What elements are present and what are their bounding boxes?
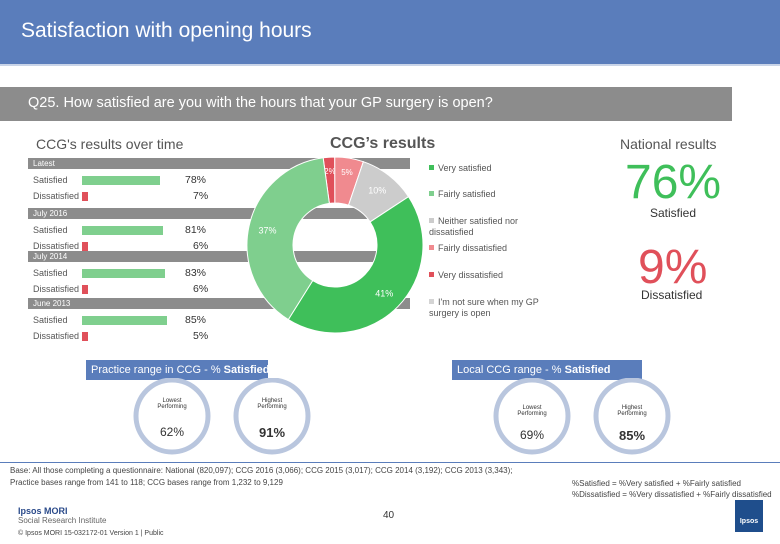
- legend-item: Fairly satisfied: [429, 189, 564, 200]
- practice-range-title: Practice range in CCG - % Satisfied: [86, 360, 270, 380]
- title-bar: [0, 0, 780, 66]
- dissatisfied-row-label: Dissatisfied: [33, 241, 80, 251]
- local-range-title-prefix: Local CCG range - %: [457, 364, 565, 376]
- local-highest-value: 85%: [618, 428, 646, 443]
- period-header: June 2013: [28, 298, 410, 309]
- satisfied-row-value: 78%: [185, 174, 207, 186]
- legend-item: Fairly dissatisfied: [429, 243, 564, 254]
- question-text: Q25. How satisfied are you with the hour…: [28, 95, 493, 111]
- dissatisfied-row-value: 6%: [193, 240, 209, 252]
- legend-item: Very dissatisfied: [429, 270, 564, 281]
- dissatisfied-row-value: 6%: [193, 283, 209, 295]
- dissatisfied-row-value: 5%: [193, 330, 209, 342]
- over-time-heading: CCG's results over time: [36, 136, 184, 152]
- local-highest-label: Highest Performing: [617, 405, 647, 417]
- legend-item: Neither satisfied nor dissatisfied: [429, 216, 564, 238]
- dissatisfied-row-value: 7%: [193, 190, 209, 202]
- question-bar: [0, 87, 732, 121]
- donut-data-label: 37%: [259, 225, 277, 235]
- practice-lowest-label: Lowest Performing: [157, 398, 187, 410]
- legend-item: I'm not sure when my GP surgery is open: [429, 297, 564, 319]
- local-lowest-value: 69%: [519, 428, 545, 442]
- dissatisfied-bar: [82, 192, 88, 201]
- donut-data-label: 10%: [368, 185, 386, 195]
- period-header: Latest: [28, 158, 410, 169]
- legend-label: Very dissatisfied: [438, 270, 504, 280]
- satisfied-row-value: 83%: [185, 267, 207, 279]
- national-satisfied-value: 76%: [625, 156, 722, 209]
- base-note-line2: Practice bases range from 141 to 118; CC…: [10, 478, 283, 487]
- practice-range-gauges: [133, 378, 311, 455]
- practice-lowest-ring: [133, 378, 211, 455]
- satisfied-bar: [82, 176, 160, 185]
- page-number: 40: [383, 510, 395, 521]
- satisfied-row-label: Satisfied: [33, 268, 68, 278]
- local-range-title: Local CCG range - % Satisfied: [452, 360, 642, 380]
- practice-lowest-value: 62%: [159, 425, 185, 439]
- donut-slice-very-satisfied: [287, 195, 424, 334]
- page-title: Satisfaction with opening hours: [21, 19, 312, 42]
- local-lowest-ring: [493, 378, 571, 455]
- legend-swatch: [429, 191, 434, 196]
- dissatisfied-bar: [82, 332, 88, 341]
- practice-range-title-prefix: Practice range in CCG - %: [91, 364, 224, 376]
- dissatisfied-row-label: Dissatisfied: [33, 284, 80, 294]
- donut-data-label: 41%: [375, 288, 393, 298]
- local-highest-ring: [593, 378, 671, 455]
- footer-divider: [0, 462, 780, 463]
- dissatisfied-row-label: Dissatisfied: [33, 331, 80, 341]
- donut-data-label: 5%: [341, 168, 353, 177]
- org-subtitle: Social Research Institute: [18, 516, 107, 525]
- legend-swatch: [429, 272, 434, 277]
- practice-highest-label: Highest Performing: [257, 398, 287, 410]
- base-note-line1: Base: All those completing a questionnai…: [10, 466, 513, 475]
- donut-slice-fairly-satisfied: [246, 157, 330, 321]
- legend-swatch: [429, 165, 434, 170]
- legend-label: I'm not sure when my GP surgery is open: [429, 297, 539, 318]
- satisfied-bar: [82, 316, 167, 325]
- national-dissatisfied-label: Dissatisfied: [641, 288, 703, 302]
- satisfied-row-label: Satisfied: [33, 315, 68, 325]
- period-header: July 2016: [28, 208, 410, 219]
- legend-item: Very satisfied: [429, 163, 564, 174]
- period-header: July 2014: [28, 251, 410, 262]
- copyright: © Ipsos MORI 15-032172-01 Version 1 | Pu…: [18, 530, 164, 537]
- legend-label: Fairly satisfied: [438, 189, 496, 199]
- definition-line1: %Satisfied = %Very satisfied + %Fairly s…: [572, 479, 741, 488]
- satisfied-bar: [82, 226, 163, 235]
- legend-swatch: [429, 218, 434, 223]
- practice-highest-ring: [233, 378, 311, 455]
- ccg-donut-chart: 2% 5% 10% 41% 37%: [246, 156, 424, 334]
- donut-data-label: 2%: [324, 167, 336, 176]
- local-lowest-label: Lowest Performing: [517, 405, 547, 417]
- national-satisfied-label: Satisfied: [650, 206, 697, 220]
- dissatisfied-bar: [82, 285, 88, 294]
- national-heading: National results: [620, 136, 717, 152]
- org-name: Ipsos MORI: [18, 506, 68, 516]
- ccg-heading: CCG’s results: [330, 135, 436, 152]
- practice-highest-value: 91%: [258, 425, 286, 440]
- legend-label: Very satisfied: [438, 163, 492, 173]
- satisfied-row-value: 81%: [185, 224, 207, 236]
- dissatisfied-bar: [82, 242, 88, 251]
- local-range-title-bold: Satisfied: [564, 364, 611, 376]
- satisfied-bar: [82, 269, 165, 278]
- legend-label: Fairly dissatisfied: [438, 243, 508, 253]
- satisfied-row-label: Satisfied: [33, 225, 68, 235]
- satisfied-row-value: 85%: [185, 314, 207, 326]
- ipsos-logo: Ipsos: [735, 500, 763, 532]
- satisfied-row-label: Satisfied: [33, 175, 68, 185]
- definition-line2: %Dissatisfied = %Very dissatisfied + %Fa…: [572, 490, 772, 499]
- legend-swatch: [429, 299, 434, 304]
- practice-range-title-bold: Satisfied: [223, 364, 270, 376]
- dissatisfied-row-label: Dissatisfied: [33, 191, 80, 201]
- local-range-gauges: [493, 378, 671, 455]
- legend-swatch: [429, 245, 434, 250]
- national-dissatisfied-value: 9%: [638, 241, 708, 294]
- legend-label: Neither satisfied nor dissatisfied: [429, 216, 519, 237]
